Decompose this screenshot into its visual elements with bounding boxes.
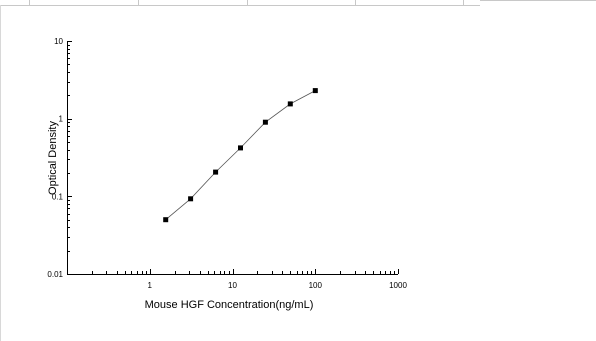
x-tick-label: 1000 [389, 281, 407, 290]
series [163, 88, 318, 223]
y-tick-label: 1 [59, 115, 64, 124]
ticks [67, 41, 399, 274]
data-point [238, 145, 243, 151]
y-tick-label: 0.01 [47, 270, 63, 279]
data-point [163, 217, 169, 223]
data-point [287, 101, 293, 107]
x-axis-title: Mouse HGF Concentration(ng/mL) [145, 299, 314, 311]
axes [67, 41, 398, 275]
y-axis-title: Optical Density [47, 121, 59, 195]
data-point [262, 119, 268, 125]
data-point [188, 196, 194, 202]
data-point [312, 88, 318, 94]
x-tick-label: 10 [228, 281, 237, 290]
y-tick-label: 0.1 [52, 192, 64, 201]
tick-labels: 1 10 100 1000 0.01 0.1 1 10 [47, 37, 407, 290]
x-tick-label: 1 [148, 281, 153, 290]
y-tick-label: 10 [54, 37, 63, 46]
x-tick-label: 100 [309, 281, 323, 290]
data-point [213, 169, 219, 175]
